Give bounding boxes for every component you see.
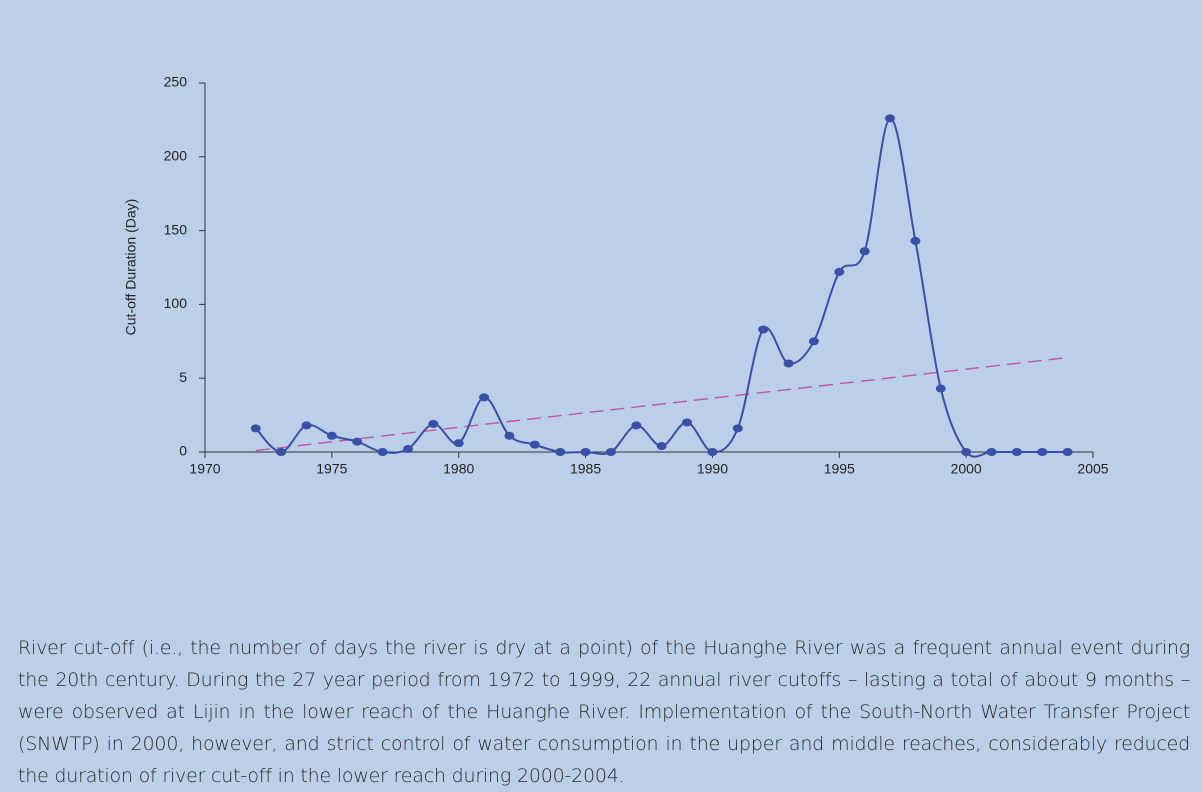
data-point bbox=[808, 337, 819, 346]
data-point bbox=[377, 448, 388, 456]
x-tick-label: 2000 bbox=[951, 461, 982, 477]
trend-line bbox=[255, 356, 1068, 452]
chart: Cut-off Duration (Day) 0 5 100 150 200 250 197… bbox=[123, 74, 1109, 477]
data-point bbox=[1062, 448, 1073, 456]
data-point bbox=[250, 424, 261, 433]
data-point bbox=[479, 393, 490, 402]
x-tick-label: 2005 bbox=[1077, 461, 1108, 477]
data-point bbox=[555, 448, 566, 456]
y-tick-label: 5 bbox=[179, 369, 187, 385]
data-point bbox=[326, 431, 337, 440]
data-point bbox=[605, 448, 616, 456]
data-point bbox=[758, 325, 769, 334]
data-point bbox=[656, 442, 667, 451]
data-point bbox=[276, 448, 287, 456]
x-tick-label: 1995 bbox=[824, 461, 855, 477]
data-point bbox=[935, 384, 946, 393]
data-point bbox=[352, 437, 363, 446]
page: Cut-off Duration (Day) 0 5 100 150 200 250 197… bbox=[18, 74, 1190, 787]
y-tick-label: 200 bbox=[164, 148, 188, 164]
x-tick-label: 1985 bbox=[570, 461, 601, 477]
y-tick-label: 250 bbox=[164, 74, 188, 90]
data-point bbox=[453, 439, 464, 448]
data-point bbox=[682, 418, 693, 427]
data-point bbox=[732, 424, 743, 433]
x-tick-label: 1980 bbox=[443, 461, 474, 477]
y-tick-label: 150 bbox=[164, 221, 188, 237]
data-point bbox=[961, 448, 972, 456]
series-line bbox=[255, 117, 1068, 458]
data-point bbox=[1037, 448, 1048, 456]
x-tick-label: 1970 bbox=[189, 461, 220, 477]
x-tick-label: 1975 bbox=[316, 461, 347, 477]
data-point bbox=[986, 448, 997, 456]
data-point bbox=[504, 431, 515, 440]
data-point bbox=[885, 114, 896, 123]
data-point bbox=[1011, 448, 1022, 456]
data-point bbox=[631, 421, 642, 430]
data-point bbox=[910, 236, 921, 245]
data-point bbox=[301, 421, 312, 430]
y-axis-label: Cut-off Duration (Day) bbox=[123, 199, 139, 336]
caption: River cut-off (i.e., the number of days … bbox=[18, 637, 1190, 787]
x-tick-label: 1990 bbox=[697, 461, 728, 477]
data-point bbox=[859, 247, 870, 256]
data-point bbox=[707, 448, 718, 456]
data-point bbox=[402, 445, 413, 454]
data-point bbox=[529, 440, 540, 449]
data-point bbox=[834, 267, 845, 276]
data-point bbox=[428, 419, 439, 428]
data-point bbox=[580, 448, 591, 456]
data-point bbox=[783, 359, 794, 368]
y-tick-label: 100 bbox=[164, 295, 188, 311]
y-tick-label: 0 bbox=[179, 443, 187, 459]
